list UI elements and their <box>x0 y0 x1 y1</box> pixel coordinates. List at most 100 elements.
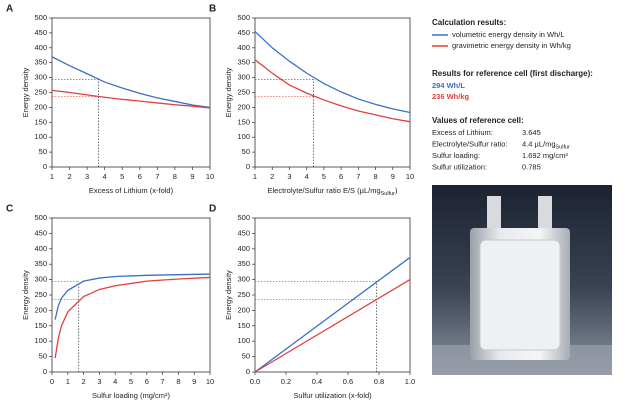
y-tick-label: 0 <box>43 367 47 376</box>
x-tick-label: 0.0 <box>250 377 260 386</box>
series-line <box>254 279 411 373</box>
row-value: 0.785 <box>522 162 541 171</box>
y-tick-label: 300 <box>237 275 250 284</box>
x-tick-label: 1 <box>253 172 257 181</box>
plot-frame <box>51 17 211 168</box>
text-part: Excess of Lithium: <box>432 128 493 137</box>
text-part: Sulfur loading: <box>432 151 480 160</box>
ref-gravimetric: 236 Wh/kg <box>432 92 470 101</box>
x-tick-label: 8 <box>373 172 377 181</box>
x-tick-label: 10 <box>206 172 214 181</box>
x-tick-label: 5 <box>129 377 133 386</box>
series-line <box>51 89 211 109</box>
x-tick-label: 6 <box>138 172 142 181</box>
series-line <box>254 256 411 373</box>
y-tick-label: 250 <box>34 87 47 96</box>
text-part: 0.785 <box>522 162 541 171</box>
y-tick-label: 100 <box>34 132 47 141</box>
legend-label: volumetric energy density in Wh/L <box>452 30 565 39</box>
y-axis-label: Energy density <box>21 270 30 320</box>
row-value: 4.4 µL/mgSulfur <box>522 139 570 150</box>
cell-photo <box>432 185 612 375</box>
values-title: Values of reference cell: <box>432 116 524 125</box>
y-tick-label: 0 <box>43 162 47 171</box>
x-tick-label: 3 <box>287 172 291 181</box>
y-tick-label: 150 <box>237 321 250 330</box>
plot-frame <box>254 217 411 373</box>
y-tick-label: 350 <box>237 58 250 67</box>
x-tick-label: 10 <box>406 172 414 181</box>
y-tick-label: 500 <box>237 13 250 22</box>
x-tick-label: 4 <box>113 377 117 386</box>
x-tick-label: 9 <box>391 172 395 181</box>
y-tick-label: 100 <box>237 336 250 345</box>
x-axis-label: Sulfur loading (mg/cm²) <box>92 391 170 400</box>
panel-label: A <box>6 4 13 15</box>
y-tick-label: 150 <box>237 117 250 126</box>
text-part: Electrolyte/Sulfur ratio: <box>432 139 507 148</box>
row-value: 1.692 mg/cm² <box>522 151 568 160</box>
x-tick-label: 6 <box>339 172 343 181</box>
x-tick-label: 8 <box>176 377 180 386</box>
series-line <box>254 30 411 114</box>
panel-label: C <box>6 204 13 215</box>
y-tick-label: 250 <box>237 87 250 96</box>
y-tick-label: 100 <box>237 132 250 141</box>
y-tick-label: 400 <box>34 43 47 52</box>
x-tick-label: 7 <box>356 172 360 181</box>
y-tick-label: 350 <box>34 58 47 67</box>
x-tick-label: 1.0 <box>405 377 415 386</box>
x-tick-label: 1 <box>50 172 54 181</box>
y-tick-label: 50 <box>39 352 47 361</box>
panel-label: D <box>209 204 216 215</box>
panel-label: B <box>209 4 216 15</box>
series-line <box>54 276 211 359</box>
y-tick-label: 400 <box>237 244 250 253</box>
y-tick-label: 350 <box>34 259 47 268</box>
text-part: 4.4 µL/mg <box>522 139 556 148</box>
x-axis-label: Electrolyte/Sulfur ratio E/S (µL/mgSulfu… <box>268 186 399 197</box>
legend-label: gravimetric energy density in Wh/kg <box>452 41 571 50</box>
row-label: Sulfur utilization: <box>432 162 487 171</box>
x-tick-label: 4 <box>305 172 309 181</box>
y-tick-label: 50 <box>242 352 250 361</box>
ref-volumetric: 294 Wh/L <box>432 81 465 90</box>
text-part: Electrolyte/Sulfur ratio E/S (µL/mg <box>268 186 381 195</box>
plot-frame <box>51 217 211 373</box>
y-tick-label: 450 <box>34 228 47 237</box>
y-tick-label: 500 <box>237 213 250 222</box>
text-part: 3.645 <box>522 128 541 137</box>
x-tick-label: 9 <box>190 172 194 181</box>
x-tick-label: 6 <box>145 377 149 386</box>
plot-frame <box>254 17 411 168</box>
ref-title: Results for reference cell (first discha… <box>432 69 593 78</box>
y-tick-label: 450 <box>237 228 250 237</box>
y-tick-label: 300 <box>34 275 47 284</box>
x-tick-label: 2 <box>82 377 86 386</box>
x-tick-label: 0.2 <box>281 377 291 386</box>
y-tick-label: 100 <box>34 336 47 345</box>
x-tick-label: 5 <box>120 172 124 181</box>
y-axis-label: Energy density <box>224 270 233 320</box>
x-tick-label: 0.8 <box>374 377 384 386</box>
text-part: Sulfur <box>556 145 571 151</box>
row-label: Excess of Lithium: <box>432 128 493 137</box>
y-tick-label: 200 <box>34 102 47 111</box>
x-tick-label: 0 <box>50 377 54 386</box>
y-tick-label: 200 <box>34 305 47 314</box>
x-tick-label: 10 <box>206 377 214 386</box>
x-tick-label: 2 <box>270 172 274 181</box>
y-axis-label: Energy density <box>21 67 30 117</box>
y-tick-label: 0 <box>246 367 250 376</box>
text-part: ) <box>395 186 398 195</box>
y-axis-label: Energy density <box>224 67 233 117</box>
row-label: Electrolyte/Sulfur ratio: <box>432 139 507 148</box>
y-tick-label: 300 <box>237 73 250 82</box>
y-tick-label: 300 <box>34 73 47 82</box>
y-tick-label: 150 <box>34 321 47 330</box>
row-label: Sulfur loading: <box>432 151 480 160</box>
y-tick-label: 0 <box>246 162 250 171</box>
x-tick-label: 9 <box>192 377 196 386</box>
series-line <box>54 273 211 320</box>
